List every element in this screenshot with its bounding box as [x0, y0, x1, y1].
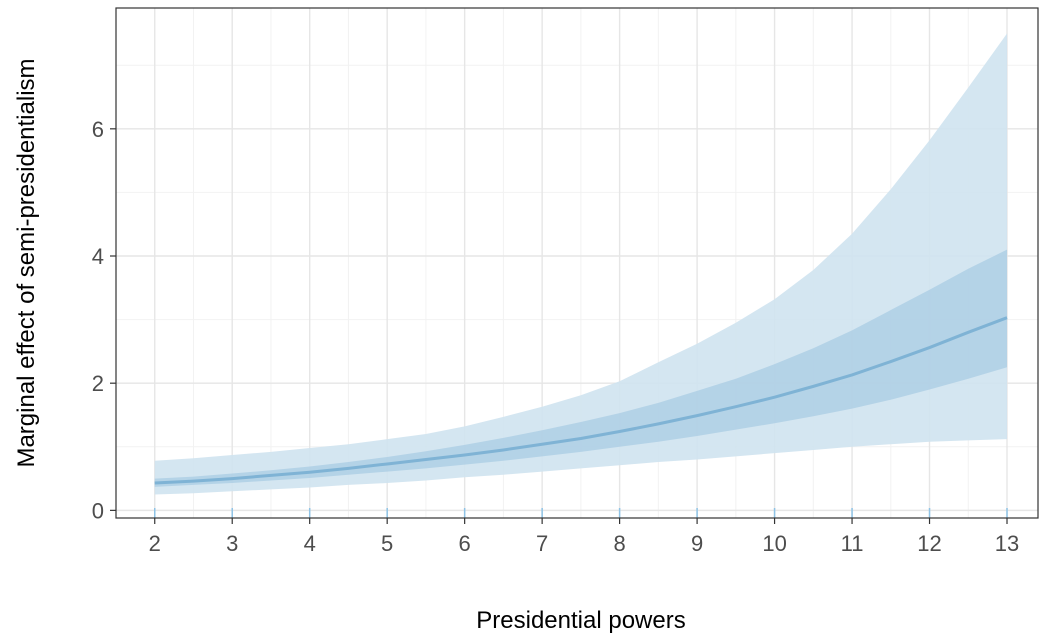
y-tick-label: 4 — [92, 244, 104, 269]
x-tick-label: 2 — [149, 531, 161, 556]
x-tick-label: 5 — [381, 531, 393, 556]
x-tick-label: 13 — [995, 531, 1019, 556]
x-tick-label: 10 — [762, 531, 786, 556]
x-tick-label: 6 — [459, 531, 471, 556]
axis-ticks: 2 3 4 5 6 7 8 9 10 11 12 13 0 2 4 6 — [92, 117, 1020, 556]
y-tick-label: 2 — [92, 371, 104, 396]
x-tick-label: 12 — [917, 531, 941, 556]
y-axis-title: Marginal effect of semi-presidentialism — [13, 58, 40, 467]
x-tick-label: 4 — [304, 531, 316, 556]
x-axis-title: Presidential powers — [476, 607, 685, 634]
x-tick-label: 9 — [691, 531, 703, 556]
x-tick-label: 7 — [536, 531, 548, 556]
y-tick-label: 6 — [92, 117, 104, 142]
estimate-line — [154, 316, 1008, 485]
y-tick-label: 0 — [92, 498, 104, 523]
x-tick-label: 3 — [226, 531, 238, 556]
plot-border — [115, 7, 1039, 519]
x-tick-label: 8 — [613, 531, 625, 556]
rug-marks — [153, 508, 1008, 518]
estimate-line-group — [154, 316, 1008, 485]
x-tick-label: 11 — [841, 531, 864, 556]
